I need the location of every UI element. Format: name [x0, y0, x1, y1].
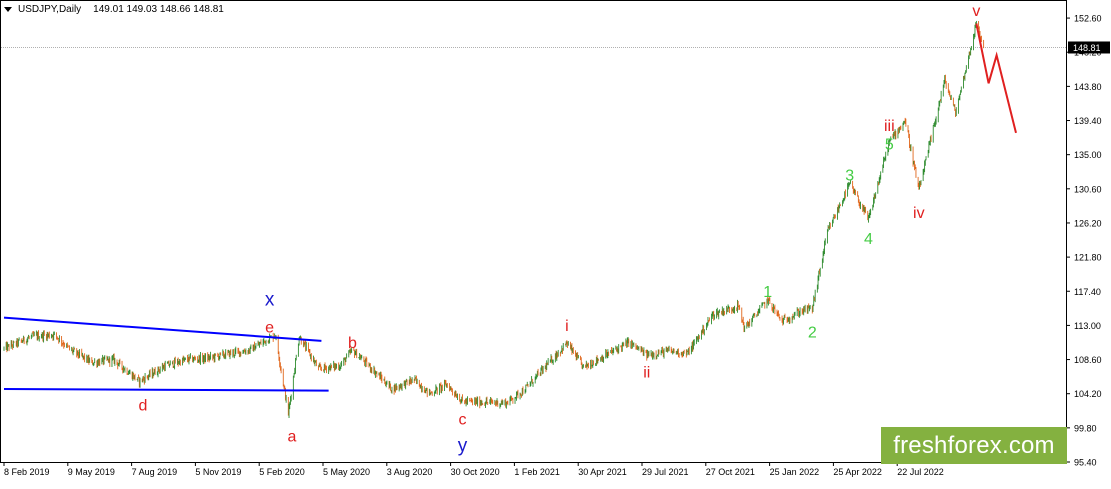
trendline-upper[interactable] [3, 316, 322, 342]
projection-group [975, 23, 1017, 134]
watermark-logo: freshforex.com [881, 427, 1067, 464]
x-tick-label-12: 25 Jan 2022 [770, 467, 820, 477]
x-tick-label-8: 1 Feb 2021 [514, 467, 560, 477]
y-tick-label-4: 135.00 [1074, 150, 1102, 160]
x-tick-label-11: 27 Oct 2021 [706, 467, 755, 477]
wave-label-4: b [348, 335, 357, 352]
x-tick-label-5: 5 May 2020 [323, 467, 370, 477]
trendline-lower[interactable] [3, 388, 329, 392]
price-tag-label: 148.81 [1073, 43, 1101, 53]
wave-label-1: e [265, 320, 274, 337]
wave-label-15: iv [913, 205, 925, 222]
plot-frame [0, 0, 1067, 463]
wave-label-13: 5 [885, 137, 894, 154]
x-tick-label-3: 5 Nov 2019 [195, 467, 241, 477]
x-tick-label-7: 30 Oct 2020 [451, 467, 500, 477]
wave-label-12: 4 [864, 231, 873, 248]
y-tick-label-2: 143.80 [1074, 82, 1102, 92]
y-tick-label-12: 99.80 [1074, 423, 1097, 433]
x-tick-label-2: 7 Aug 2019 [132, 467, 178, 477]
wave-label-0: x [265, 290, 275, 311]
wave-label-14: iii [884, 118, 895, 135]
x-tick-label-9: 30 Apr 2021 [578, 467, 627, 477]
wave-label-8: ii [643, 365, 650, 382]
wave-label-7: i [565, 318, 569, 335]
wave-label-6: y [458, 436, 468, 457]
wave-label-9: 1 [763, 284, 772, 301]
wave-label-11: 3 [845, 168, 854, 185]
y-tick-label-5: 130.60 [1074, 184, 1102, 194]
x-tick-label-0: 8 Feb 2019 [4, 467, 50, 477]
x-tick-label-6: 3 Aug 2020 [387, 467, 433, 477]
x-tick-label-1: 9 May 2019 [68, 467, 115, 477]
y-tick-label-7: 121.80 [1074, 253, 1102, 263]
x-axis: 8 Feb 2019 9 May 2019 7 Aug 2019 5 Nov 2019… [3, 462, 944, 477]
dropdown-triangle-icon[interactable] [4, 7, 12, 12]
symbol-label: USDJPY,Daily [18, 4, 82, 15]
ohlc-values: 149.01 149.03 148.66 148.81 [93, 4, 224, 15]
x-tick-label-4: 5 Feb 2020 [259, 467, 305, 477]
wave-label-16: v [972, 3, 980, 20]
x-tick-label-13: 25 Apr 2022 [833, 467, 882, 477]
y-tick-label-8: 117.40 [1074, 287, 1101, 297]
x-tick-label-14: 22 Jul 2022 [897, 467, 944, 477]
y-tick-label-11: 104.20 [1074, 389, 1102, 399]
y-tick-label-6: 126.20 [1074, 218, 1102, 228]
projection-path[interactable] [975, 23, 1017, 134]
price-tag [1068, 41, 1110, 54]
y-tick-label-0: 152.60 [1074, 14, 1102, 24]
wave-label-2: d [138, 397, 147, 414]
x-tick-label-10: 29 Jul 2021 [642, 467, 689, 477]
trendlines-group [3, 316, 329, 392]
wave-label-3: a [287, 428, 296, 445]
wave-label-10: 2 [808, 324, 817, 341]
y-tick-label-3: 139.40 [1074, 116, 1102, 126]
y-tick-label-10: 108.60 [1074, 355, 1102, 365]
wave-label-5: c [459, 411, 467, 428]
y-tick-label-9: 113.00 [1074, 321, 1101, 331]
candles-group [3, 20, 985, 419]
y-axis: 152.60148.20143.80139.40135.00130.60126.… [1066, 14, 1110, 468]
chart-header: USDJPY,Daily 149.01 149.03 148.66 148.81 [4, 4, 224, 15]
y-tick-label-13: 95.40 [1074, 458, 1097, 468]
